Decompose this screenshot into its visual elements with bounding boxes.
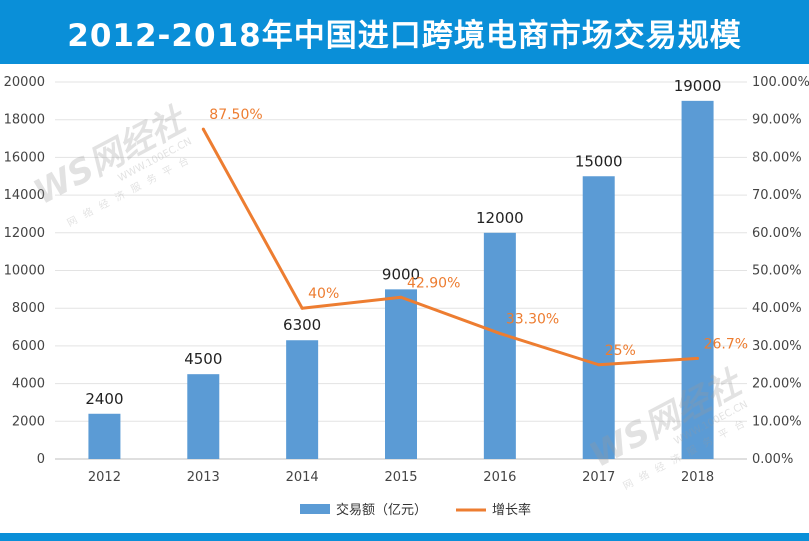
y2-tick-label: 90.00% [752, 113, 802, 128]
bottom-banner [0, 533, 809, 541]
line-data-label: 42.90% [407, 275, 460, 291]
y-tick-label: 20000 [4, 75, 45, 90]
bar-data-label: 19000 [674, 77, 722, 95]
bar-data-label: 9000 [382, 265, 420, 283]
y2-tick-label: 0.00% [752, 452, 793, 467]
y2-tick-label: 100.00% [752, 75, 809, 90]
bar [286, 340, 319, 459]
line-data-label: 26.7% [704, 336, 748, 352]
y2-tick-label: 70.00% [752, 188, 802, 203]
x-axis: 2012 2013 2014 2015 2016 2017 2018 [88, 470, 714, 485]
bar-data-label: 12000 [476, 209, 524, 227]
bar [582, 176, 615, 459]
bar-data-label: 2400 [85, 390, 123, 408]
y-tick-label: 4000 [12, 377, 45, 392]
y2-tick-label: 20.00% [752, 377, 802, 392]
y-tick-label: 6000 [12, 339, 45, 354]
y-tick-label: 2000 [12, 414, 45, 429]
line-point [498, 331, 502, 335]
x-tick-label: 2013 [187, 470, 220, 485]
legend-bar-swatch [300, 504, 330, 514]
line-point [597, 363, 601, 367]
y2-tick-label: 40.00% [752, 301, 802, 316]
x-tick-label: 2012 [88, 470, 121, 485]
legend-bar-label: 交易额（亿元） [336, 502, 427, 518]
line-data-label: 33.30% [506, 311, 559, 327]
legend-line-label: 增长率 [492, 502, 531, 518]
bar [483, 232, 516, 459]
chart-title: 2012-2018年中国进口跨境电商市场交易规模 [67, 17, 742, 54]
line-point [300, 306, 304, 310]
line-data-label: 25% [605, 343, 636, 359]
line-series [201, 127, 700, 367]
y-tick-label: 8000 [12, 301, 45, 316]
gridlines [55, 81, 747, 460]
y-tick-label: 12000 [4, 226, 45, 241]
line-point [696, 356, 700, 360]
bar [88, 413, 121, 459]
x-tick-label: 2016 [483, 470, 516, 485]
bar [187, 374, 220, 459]
y-tick-label: 0 [37, 452, 45, 467]
y-tick-label: 10000 [4, 264, 45, 279]
bar-data-labels: 2400 4500 6300 9000 12000 15000 19000 [85, 77, 721, 408]
bar-data-label: 6300 [283, 316, 321, 334]
y2-tick-label: 10.00% [752, 414, 802, 429]
line-point [399, 295, 403, 299]
y-axis-left: 0 2000 4000 6000 8000 10000 12000 14000 16000 180… [4, 75, 45, 467]
y-tick-label: 16000 [4, 150, 45, 165]
bar-data-label: 4500 [184, 350, 222, 368]
x-tick-label: 2018 [681, 470, 714, 485]
x-tick-label: 2014 [286, 470, 319, 485]
y-tick-label: 14000 [4, 188, 45, 203]
y2-tick-label: 80.00% [752, 150, 802, 165]
y-axis-right: 0.00% 10.00% 20.00% 30.00% 40.00% 50.00% 60.00… [752, 75, 809, 467]
line-point [201, 127, 205, 131]
y2-tick-label: 30.00% [752, 339, 802, 354]
title-banner: 2012-2018年中国进口跨境电商市场交易规模 [0, 0, 809, 64]
bar-data-label: 15000 [575, 152, 623, 170]
line-data-label: 40% [308, 286, 339, 302]
bar-series [88, 100, 714, 459]
y-tick-label: 18000 [4, 113, 45, 128]
x-tick-label: 2017 [582, 470, 615, 485]
x-tick-label: 2015 [384, 470, 417, 485]
y2-tick-label: 50.00% [752, 264, 802, 279]
bar [681, 100, 714, 459]
growth-rate-line [201, 128, 698, 367]
legend: 交易额（亿元） 增长率 [300, 502, 531, 518]
y2-tick-label: 60.00% [752, 226, 802, 241]
line-data-label: 87.50% [209, 107, 262, 123]
line-data-labels: 87.50% 40% 42.90% 33.30% 25% 26.7% [209, 107, 748, 359]
bar [385, 289, 417, 459]
